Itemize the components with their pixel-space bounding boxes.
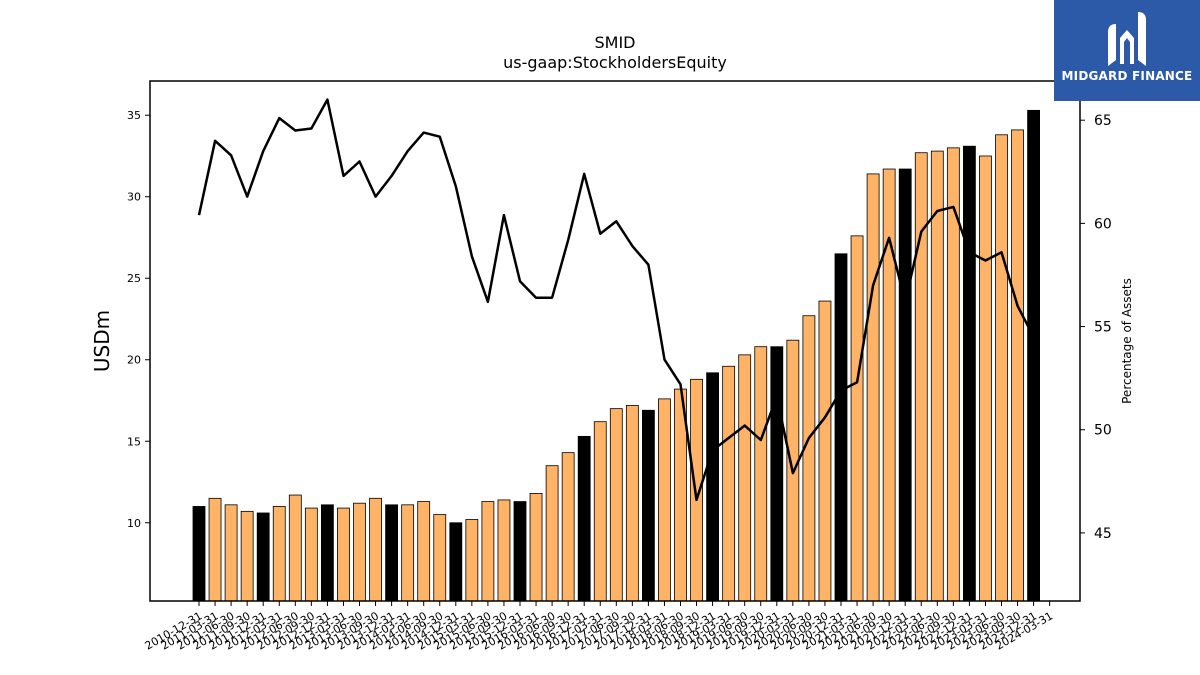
bar-2014-03-31 [401,504,415,602]
bar-2012-12-31 [320,504,334,602]
bar-2015-03-31 [465,519,479,602]
bar-2021-03-31 [850,235,864,602]
bar-series [192,109,1040,602]
bar-2010-12-31 [192,506,206,602]
bar-2014-09-30 [433,514,447,602]
logo-text: MIDGARD FINANCE [1061,69,1193,83]
brand-logo: MIDGARD FINANCE [1054,0,1200,101]
bar-2019-12-31 [770,346,784,602]
y2-tick-label: 55 [1094,320,1112,336]
bar-2018-03-31 [658,398,671,602]
bar-2013-12-31 [385,504,399,602]
bar-2020-09-30 [818,300,832,602]
bar-2011-06-30 [224,504,238,602]
bar-2017-06-30 [609,408,623,602]
bar-2023-03-31 [979,155,992,602]
y2-tick-label: 45 [1094,526,1112,542]
bar-2016-12-31 [577,435,591,602]
bar-2019-06-30 [738,354,752,602]
bar-2012-09-30 [304,507,318,602]
midgard-logo-icon [1108,12,1146,66]
y-tick-label: 35 [127,109,141,122]
y-tick-label: 10 [127,517,141,530]
bar-2023-09-30 [1011,129,1024,602]
bar-2020-06-30 [802,315,816,602]
right-axis-ticks: 45 50 55 60 65 [1080,113,1112,542]
plot-frame [149,80,1081,602]
y-tick-label: 20 [127,354,141,367]
y-tick-label: 30 [127,191,141,204]
percentage-of-assets-line [197,98,1035,502]
y-tick-label: 25 [127,272,141,285]
bar-2018-12-31 [706,372,719,602]
bar-2015-09-30 [497,499,511,602]
bar-2013-03-31 [337,507,350,602]
bar-2019-03-31 [722,365,736,602]
y2-tick-label: 60 [1094,216,1112,232]
left-axis-ticks: 10 15 20 25 30 35 [127,109,150,530]
bar-2022-12-31 [963,145,976,602]
bar-2011-03-31 [208,497,222,602]
chart-title: SMID [595,33,636,52]
bar-2013-09-30 [369,497,382,602]
bar-2017-12-31 [642,409,655,602]
y-tick-label: 15 [127,435,141,448]
bar-2021-09-30 [882,168,896,602]
chart-subtitle: us-gaap:StockholdersEquity [503,53,727,72]
y2-axis-label: Percentage of Assets [1120,278,1134,404]
bar-2016-09-30 [561,452,575,602]
bar-2023-12-31 [1027,109,1040,602]
bar-2022-06-30 [930,150,944,602]
bar-2011-09-30 [240,510,254,602]
bar-2016-06-30 [545,465,559,602]
line-series [197,98,1035,502]
bar-2011-12-31 [256,512,270,602]
bar-2021-12-31 [898,168,912,602]
bar-2015-06-30 [481,501,495,602]
bar-2020-12-31 [834,253,848,602]
bar-2023-06-30 [995,134,1008,602]
bar-2015-12-31 [513,501,527,602]
bar-2017-09-30 [625,404,639,602]
bar-2012-06-30 [288,494,302,602]
y2-tick-label: 50 [1094,423,1112,439]
bar-2014-12-31 [449,522,463,602]
y-axis-label: USDm [90,310,114,372]
bar-2016-03-31 [529,493,543,602]
y2-tick-label: 65 [1094,113,1112,129]
bar-2021-06-30 [866,173,880,602]
bar-2014-06-30 [417,501,431,602]
bar-2022-03-31 [914,152,928,602]
x-axis-ticks: 2010-12-312011-03-312011-06-302011-09-30… [143,601,1055,653]
bar-2019-09-30 [754,346,768,602]
bar-2013-06-30 [353,502,366,602]
bar-2017-03-31 [593,421,607,602]
bar-2012-03-31 [272,506,286,602]
